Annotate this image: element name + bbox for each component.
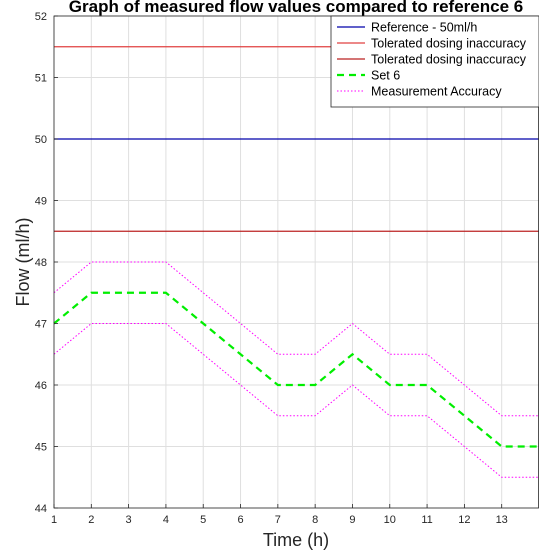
y-axis-label: Flow (ml/h) <box>13 218 33 307</box>
y-tick-label: 45 <box>35 442 47 454</box>
x-tick-label: 6 <box>237 514 243 526</box>
x-tick-label: 7 <box>275 514 281 526</box>
y-tick-label: 50 <box>35 134 47 146</box>
x-tick-label: 5 <box>200 514 206 526</box>
series-line-5 <box>53 323 539 478</box>
legend: Reference - 50ml/h Tolerated dosing inacc… <box>330 15 539 108</box>
y-tick-label: 48 <box>35 257 47 269</box>
y-tick-label: 51 <box>35 73 47 85</box>
legend-label: Reference - 50ml/h <box>371 21 477 35</box>
x-tick-label: 10 <box>384 514 396 526</box>
legend-label: Measurement Accuracy <box>371 85 502 99</box>
x-tick-label: 9 <box>349 514 355 526</box>
x-tick-label: 8 <box>312 514 318 526</box>
x-tick-label: 11 <box>421 514 432 526</box>
y-tick-label: 47 <box>35 319 47 331</box>
x-axis-label: Time (h) <box>263 530 329 550</box>
legend-label: Tolerated dosing inaccuracy <box>371 37 527 51</box>
y-tick-label: 46 <box>35 380 47 392</box>
chart-title: Graph of measured flow values compared t… <box>69 0 523 16</box>
x-tick-label: 1 <box>51 514 57 526</box>
x-tick-label: 2 <box>88 514 94 526</box>
y-axis-ticks: 44 45 46 47 48 49 50 51 52 <box>35 11 58 515</box>
legend-label: Tolerated dosing inaccuracy <box>371 53 527 67</box>
legend-label: Set 6 <box>371 69 400 83</box>
x-tick-label: 4 <box>163 514 169 526</box>
x-tick-label: 12 <box>458 514 470 526</box>
x-tick-label: 3 <box>126 514 132 526</box>
y-tick-label: 49 <box>35 196 47 208</box>
legend-box <box>330 15 539 108</box>
x-tick-label: 13 <box>496 514 508 526</box>
x-axis-ticks: 1 2 3 4 5 6 7 8 9 10 11 12 13 <box>51 504 508 526</box>
series-line-4 <box>53 261 539 417</box>
y-tick-label: 52 <box>35 11 47 23</box>
y-tick-label: 44 <box>35 503 47 515</box>
